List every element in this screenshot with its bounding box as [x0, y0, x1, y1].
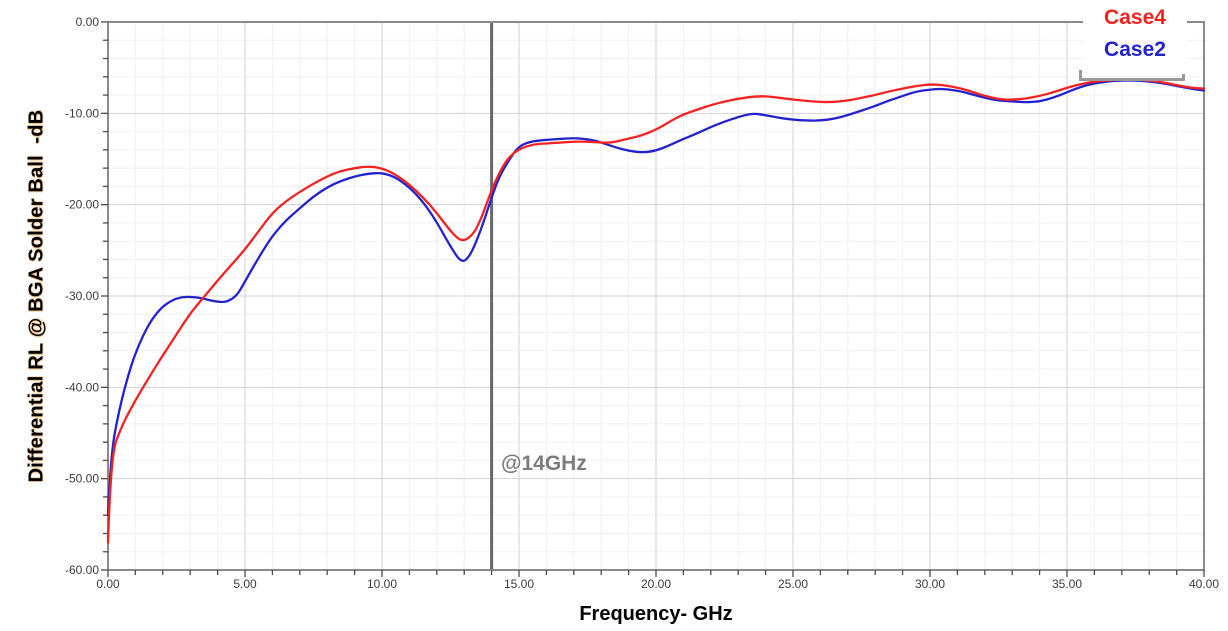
y-tick-label: -60.00	[65, 563, 99, 577]
y-tick-label: -50.00	[65, 472, 99, 486]
x-tick-label: 30.00	[915, 577, 945, 591]
y-axis-title: Differential RL @ BGA Solder Ball -dB	[25, 109, 48, 483]
x-tick-label: 25.00	[778, 577, 808, 591]
series-case2-line	[106, 79, 1206, 517]
marker-annotation-14ghz: @14GHz	[501, 452, 587, 475]
x-tick-label: 15.00	[504, 577, 534, 591]
legend: Case4 Case2	[1083, 0, 1187, 74]
y-tick-label: 0.00	[76, 15, 100, 29]
x-tick-label: 10.00	[367, 577, 397, 591]
x-tick-label: 5.00	[233, 577, 257, 591]
y-tick-label: -40.00	[65, 380, 99, 394]
y-tick-label: -20.00	[65, 198, 99, 212]
legend-entry-case4: Case4	[1104, 6, 1166, 29]
series-case4-line	[106, 78, 1206, 544]
legend-entry-case2: Case2	[1104, 38, 1166, 61]
y-tick-label: -10.00	[65, 106, 99, 120]
y-tick-label: -30.00	[65, 289, 99, 303]
x-tick-label: 20.00	[641, 577, 671, 591]
x-tick-label: 0.00	[96, 577, 120, 591]
legend-bracket	[1079, 70, 1185, 81]
x-axis-title: Frequency- GHz	[579, 603, 733, 625]
x-tick-label: 40.00	[1189, 577, 1219, 591]
x-tick-label: 35.00	[1052, 577, 1082, 591]
